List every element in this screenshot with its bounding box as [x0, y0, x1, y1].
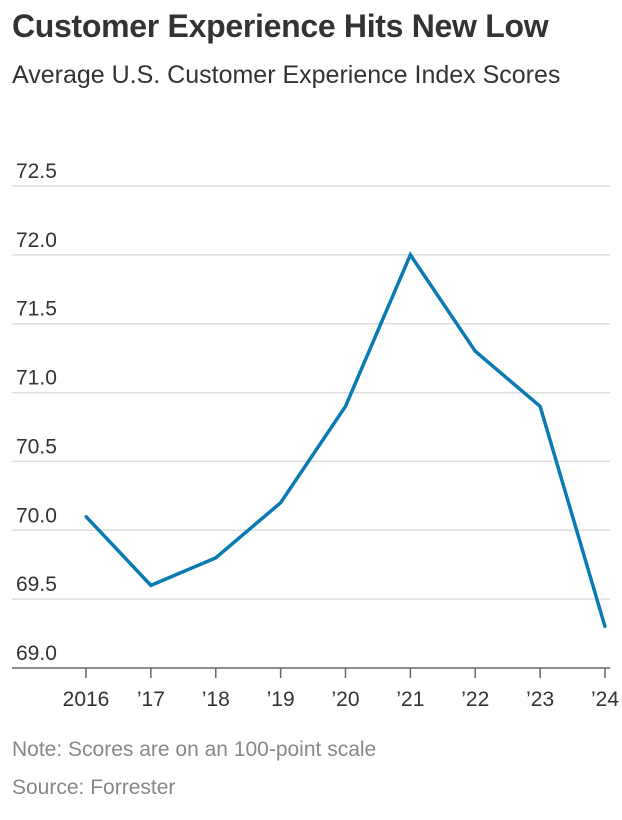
data-point	[84, 515, 88, 519]
x-tick-label: 2016	[63, 688, 110, 711]
data-point	[538, 404, 542, 408]
x-tick-label: ’21	[396, 688, 424, 711]
y-tick-label: 71.5	[16, 298, 57, 321]
chart-subtitle: Average U.S. Customer Experience Index S…	[12, 61, 561, 89]
x-tick-label: ’18	[202, 688, 230, 711]
data-point	[344, 404, 347, 408]
data-point	[149, 583, 153, 587]
y-tick-label: 72.5	[16, 160, 57, 183]
x-tick-label: ’19	[267, 688, 295, 711]
line-chart: 72.5 72.0 71.5 71.0 70.5 70.0 69.5 69.0 2016 ’17 ’…	[12, 160, 619, 711]
x-tick-label: ’22	[461, 688, 489, 711]
y-tick-label: 72.0	[16, 229, 57, 252]
y-tick-label: 69.5	[16, 573, 57, 596]
data-point	[214, 556, 218, 560]
data-point	[279, 501, 283, 505]
data-point	[603, 625, 607, 629]
chart-title: Customer Experience Hits New Low	[12, 8, 549, 44]
y-tick-label: 69.0	[16, 642, 57, 665]
series-line	[84, 251, 607, 628]
x-tick-label: ’17	[137, 688, 165, 711]
y-tick-label: 70.0	[16, 504, 57, 527]
y-tick-label: 71.0	[16, 367, 57, 390]
x-tick-label: ’20	[331, 688, 359, 711]
data-point	[473, 349, 477, 353]
data-point	[408, 253, 412, 257]
x-tick-label: ’24	[591, 688, 619, 711]
x-tick-label: ’23	[526, 688, 554, 711]
y-tick-label: 70.5	[16, 435, 57, 458]
chart-note: Note: Scores are on an 100-point scale	[12, 738, 377, 761]
chart-source: Source: Forrester	[12, 776, 176, 799]
